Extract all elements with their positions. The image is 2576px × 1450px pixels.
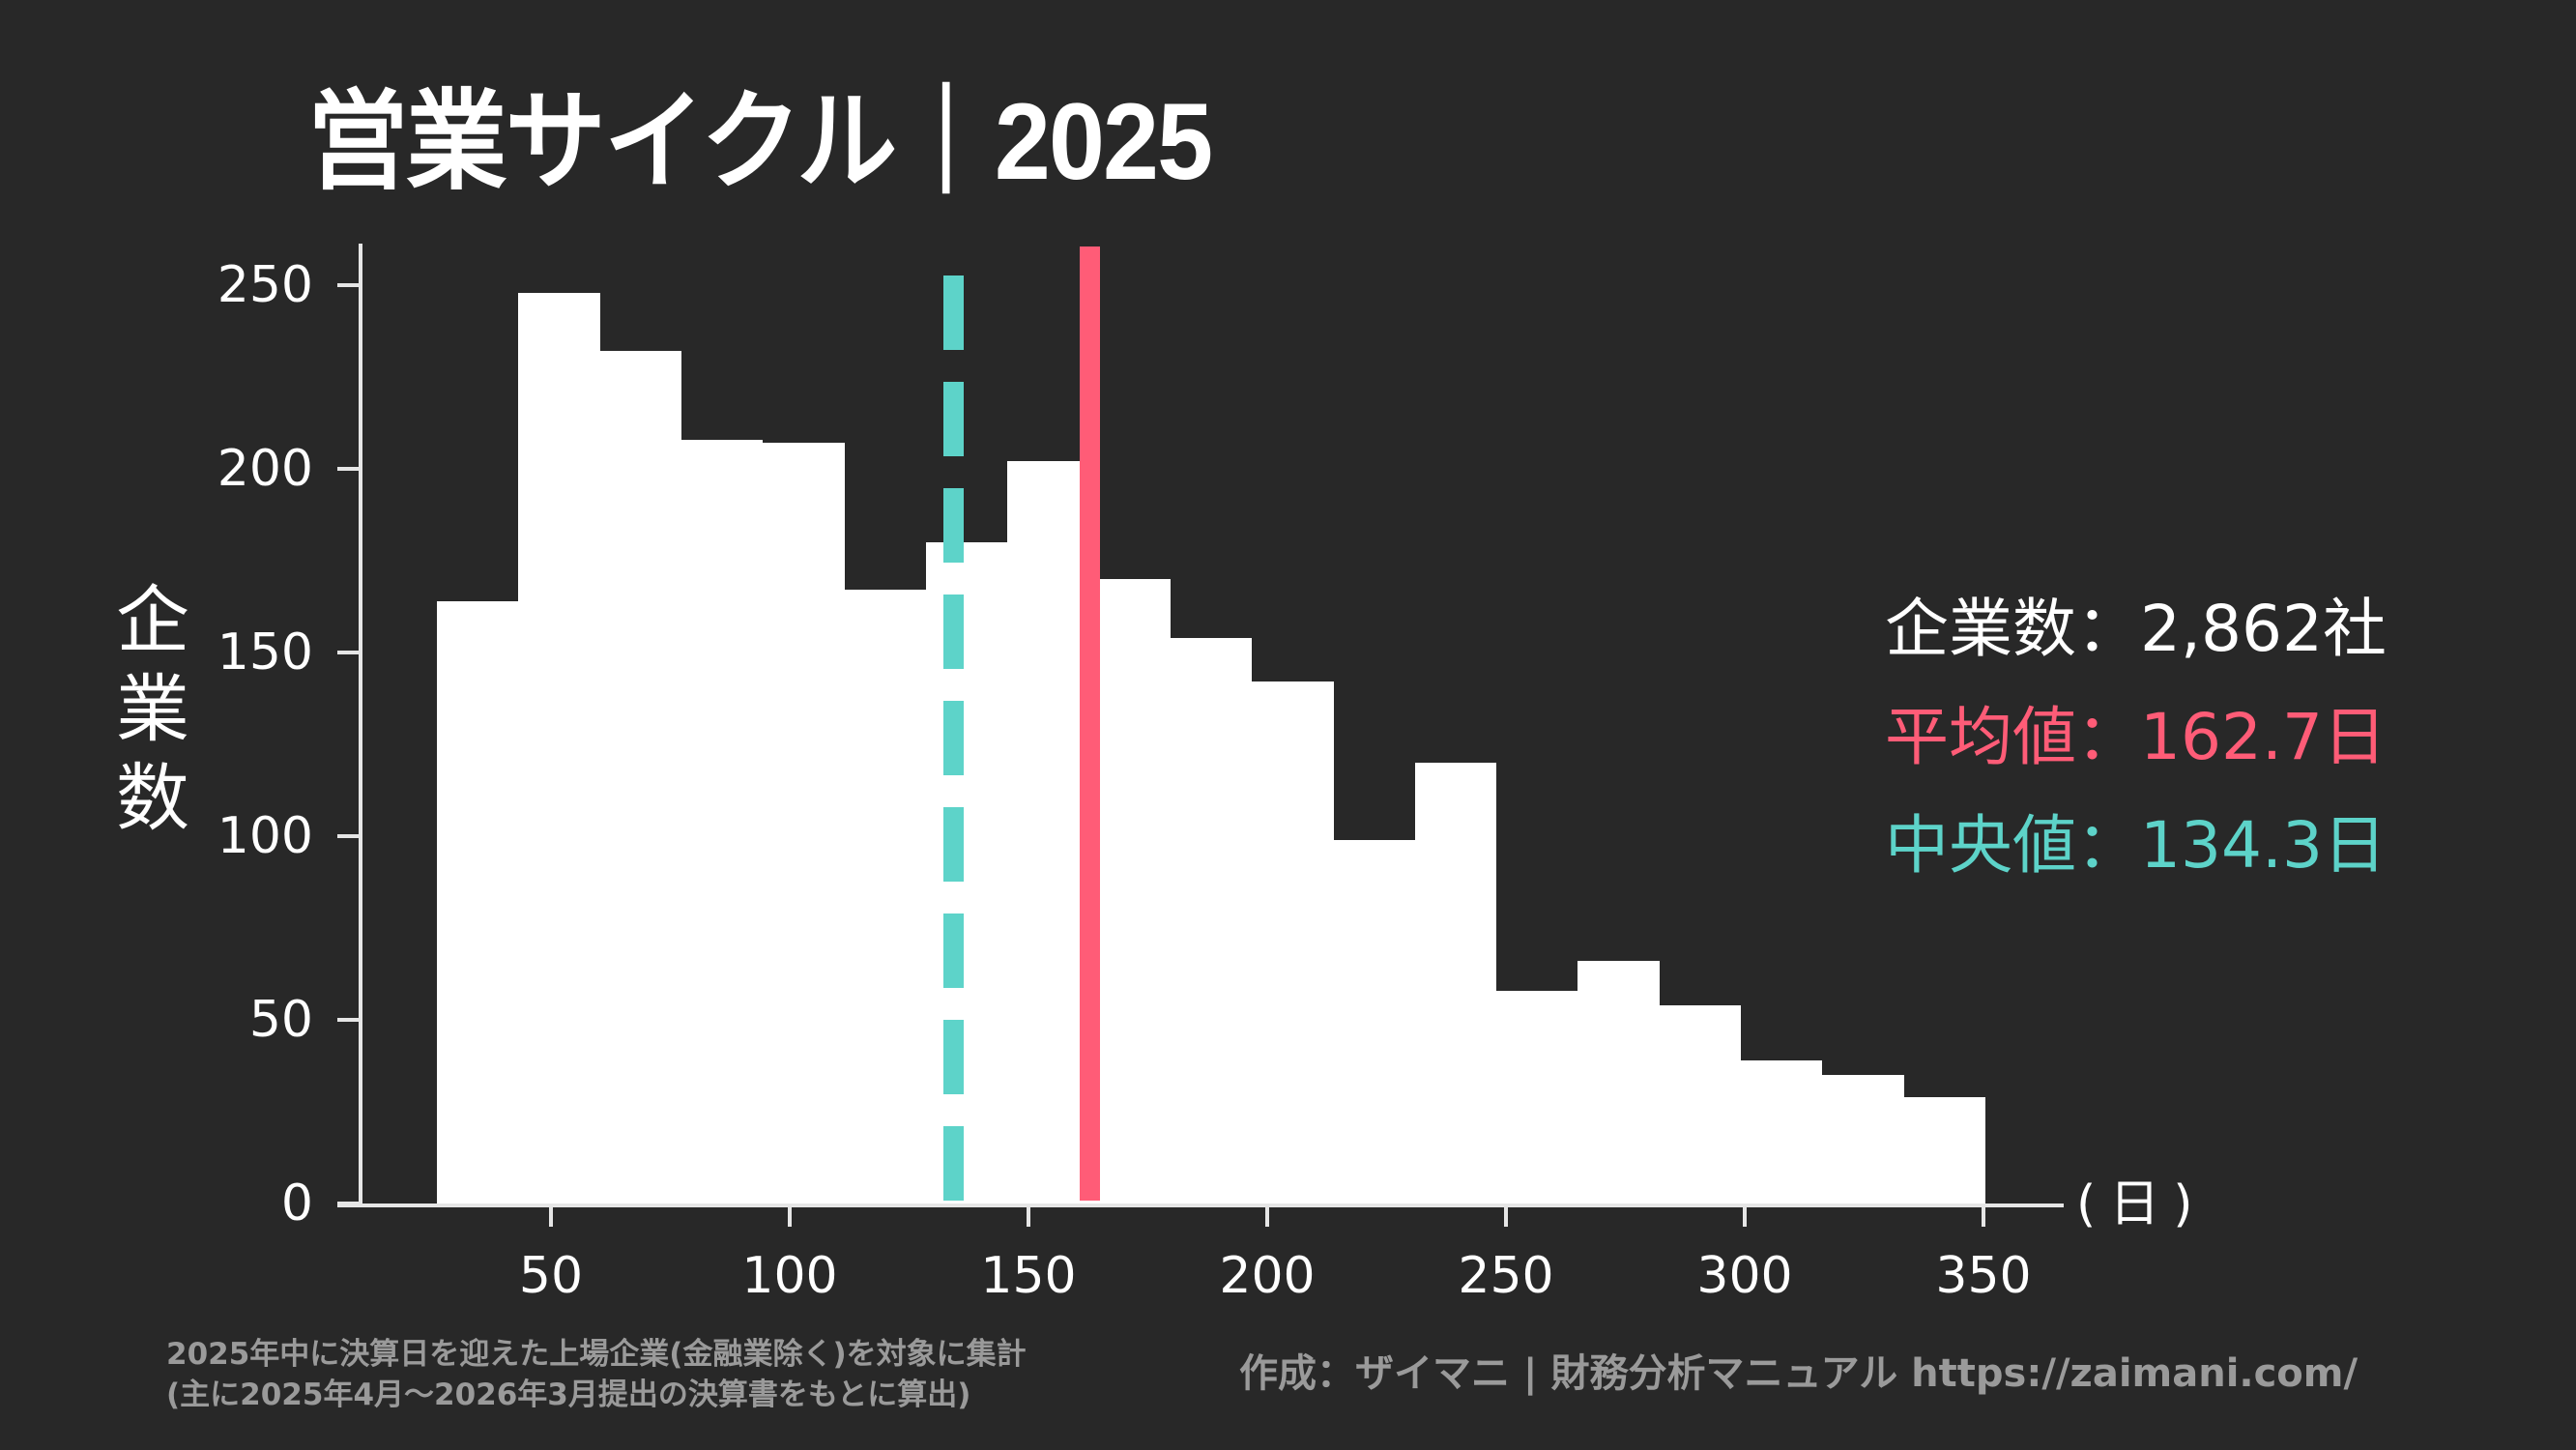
- mean-line: [1080, 246, 1100, 1201]
- x-tick-label: 200: [1219, 1247, 1316, 1305]
- y-tick: [337, 834, 361, 838]
- stat-mean-value: 162.7日: [2140, 700, 2387, 774]
- histogram-bar: [1822, 1075, 1904, 1204]
- x-tick-label: 50: [518, 1247, 584, 1305]
- x-axis-line: [337, 1204, 2064, 1207]
- histogram-bar: [1660, 1005, 1741, 1204]
- histogram-bar: [518, 293, 600, 1204]
- histogram-bar: [845, 590, 926, 1204]
- x-tick: [1504, 1204, 1508, 1227]
- histogram-bar: [681, 440, 763, 1204]
- histogram-bar: [600, 351, 681, 1204]
- stat-mean: 平均値：162.7日: [1885, 683, 2387, 792]
- stat-mean-label: 平均値：: [1885, 700, 2140, 774]
- x-axis-unit-label: (日): [2076, 1175, 2207, 1233]
- y-tick: [337, 467, 361, 471]
- histogram-bar: [1252, 682, 1334, 1204]
- stat-median: 中央値：134.3日: [1885, 792, 2387, 900]
- x-tick: [788, 1204, 792, 1227]
- histogram-bar: [1089, 579, 1171, 1204]
- y-axis-label-char: 数: [116, 755, 189, 841]
- x-tick: [1982, 1204, 1985, 1227]
- x-tick-label: 100: [741, 1247, 838, 1305]
- median-line: [943, 276, 964, 1201]
- stats-legend: 企業数：2,862社 平均値：162.7日 中央値：134.3日: [1885, 575, 2387, 900]
- histogram-bar: [926, 542, 1007, 1204]
- y-axis-label-char: 企: [116, 577, 189, 663]
- y-tick: [337, 283, 361, 287]
- y-axis-label: 企 業 数: [106, 576, 199, 843]
- stat-count-value: 2,862社: [2140, 592, 2387, 666]
- y-tick-label: 250: [217, 256, 313, 314]
- x-tick: [1027, 1204, 1030, 1227]
- x-tick-label: 350: [1935, 1247, 2032, 1305]
- histogram-bar: [1007, 461, 1089, 1204]
- x-tick-label: 150: [980, 1247, 1077, 1305]
- histogram-bar: [763, 443, 845, 1204]
- histogram-bar: [1415, 763, 1496, 1204]
- x-tick: [1743, 1204, 1747, 1227]
- stat-count-label: 企業数：: [1885, 592, 2140, 666]
- y-tick-label: 0: [280, 1174, 313, 1232]
- histogram-bar: [437, 601, 518, 1204]
- x-tick-label: 250: [1458, 1247, 1554, 1305]
- y-tick-label: 150: [217, 624, 313, 682]
- histogram-bar: [1904, 1097, 1985, 1204]
- x-tick-label: 300: [1696, 1247, 1793, 1305]
- y-tick-label: 200: [217, 440, 313, 498]
- footnote: 2025年中に決算日を迎えた上場企業(金融業除く)を対象に集計 (主に2025年…: [166, 1334, 1027, 1415]
- stat-count: 企業数：2,862社: [1885, 575, 2387, 683]
- y-axis-line: [359, 244, 362, 1206]
- stat-median-label: 中央値：: [1885, 808, 2140, 883]
- chart-title: 営業サイクル｜2025: [307, 81, 1213, 202]
- y-tick: [337, 651, 361, 654]
- histogram-bar: [1496, 991, 1577, 1204]
- y-tick: [337, 1018, 361, 1022]
- x-tick: [1265, 1204, 1269, 1227]
- y-axis-label-char: 業: [116, 666, 189, 752]
- histogram-bar: [1171, 638, 1252, 1204]
- histogram-bar: [1577, 961, 1660, 1204]
- x-tick: [549, 1204, 553, 1227]
- histogram-bar: [1741, 1060, 1822, 1204]
- stat-median-value: 134.3日: [2140, 808, 2387, 883]
- footnote-line-2: (主に2025年4月～2026年3月提出の決算書をもとに算出): [166, 1378, 971, 1412]
- y-tick-label: 50: [248, 991, 313, 1049]
- footnote-line-1: 2025年中に決算日を迎えた上場企業(金融業除く)を対象に集計: [166, 1337, 1027, 1372]
- credit-text: 作成：ザイマニ | 財務分析マニュアル https://zaimani.com/: [1239, 1351, 2359, 1396]
- y-tick-label: 100: [217, 807, 313, 865]
- histogram-bar: [1334, 840, 1415, 1204]
